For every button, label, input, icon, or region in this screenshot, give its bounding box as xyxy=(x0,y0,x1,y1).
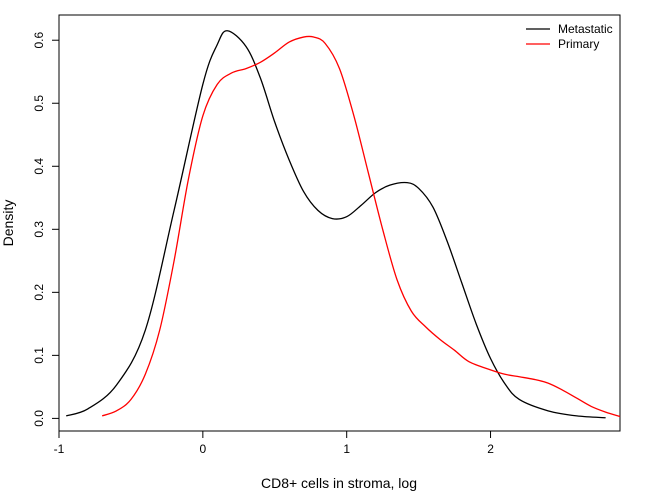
y-axis-title: Density xyxy=(0,200,16,247)
x-tick-label: 0 xyxy=(200,442,207,456)
legend-label-primary: Primary xyxy=(558,37,599,51)
x-tick-label: 2 xyxy=(487,442,494,456)
y-tick-label: 0.1 xyxy=(32,347,46,364)
y-tick-label: 0.5 xyxy=(32,95,46,112)
y-tick-label: 0.4 xyxy=(32,158,46,175)
x-axis-title: CD8+ cells in stroma, log xyxy=(261,475,417,491)
y-tick-label: 0.2 xyxy=(32,284,46,301)
y-tick-label: 0.3 xyxy=(32,221,46,238)
x-tick-label: -1 xyxy=(54,442,65,456)
y-tick-label: 0.6 xyxy=(32,32,46,49)
legend-label-metastatic: Metastatic xyxy=(558,22,613,36)
series-line-primary xyxy=(101,35,621,418)
x-axis: -1 0 1 2 xyxy=(54,430,494,456)
series-layer xyxy=(65,30,621,419)
y-tick-label: 0.0 xyxy=(32,410,46,427)
y-axis: 0.0 0.1 0.2 0.3 0.4 0.5 0.6 xyxy=(32,32,60,427)
plot-frame xyxy=(58,14,621,432)
x-tick-label: 1 xyxy=(343,442,350,456)
series-line-metastatic xyxy=(65,30,606,419)
